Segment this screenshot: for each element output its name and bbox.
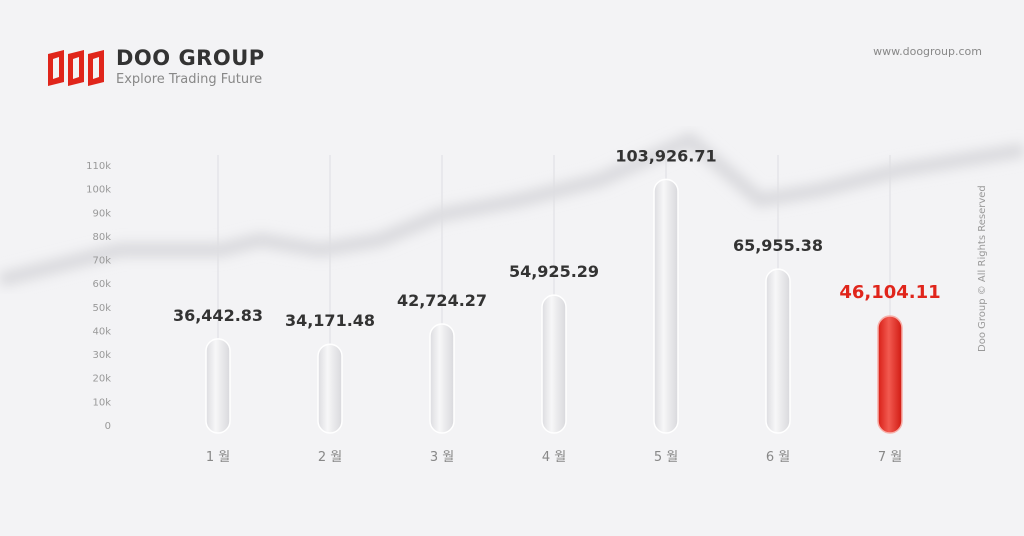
- y-tick-label: 20k: [92, 374, 111, 385]
- x-tick-label: 2 월: [318, 450, 342, 465]
- value-label: 42,724.27: [397, 291, 487, 310]
- bar: [541, 294, 567, 434]
- tagline: Explore Trading Future: [116, 72, 263, 87]
- x-tick-label: 5 월: [654, 450, 678, 465]
- y-tick-label: 100k: [86, 185, 111, 196]
- bar: [765, 268, 791, 434]
- x-tick-label: 4 월: [542, 450, 566, 465]
- y-tick-label: 30k: [92, 350, 111, 361]
- x-tick-label: 7 월: [878, 450, 902, 465]
- y-tick-label: 50k: [92, 303, 111, 314]
- y-tick-label: 0: [105, 421, 111, 432]
- y-tick-label: 60k: [92, 279, 111, 290]
- y-tick-label: 40k: [92, 326, 111, 337]
- y-tick-label: 70k: [92, 256, 111, 267]
- bar: [429, 323, 455, 434]
- bar: [317, 343, 343, 434]
- y-tick-label: 10k: [92, 397, 111, 408]
- bar: [653, 178, 679, 434]
- y-tick-label: 90k: [92, 208, 111, 219]
- value-label: 34,171.48: [285, 311, 375, 330]
- logo: DOO GROUP Explore Trading Future: [46, 46, 265, 88]
- x-tick-label: 3 월: [430, 450, 454, 465]
- doo-logo-icon: [48, 50, 104, 86]
- y-tick-label: 110k: [86, 161, 111, 172]
- x-tick-label: 1 월: [206, 450, 230, 465]
- value-label: 46,104.11: [839, 282, 940, 303]
- website-link[interactable]: www.doogroup.com: [873, 45, 982, 58]
- value-label: 65,955.38: [733, 236, 823, 255]
- value-label: 103,926.71: [615, 146, 716, 165]
- x-tick-label: 6 월: [766, 450, 790, 465]
- value-label: 54,925.29: [509, 262, 599, 281]
- y-tick-label: 80k: [92, 232, 111, 243]
- brand-name: DOO GROUP: [116, 46, 265, 70]
- bar: [205, 338, 231, 434]
- value-label: 36,442.83: [173, 306, 263, 325]
- bar: [877, 315, 903, 434]
